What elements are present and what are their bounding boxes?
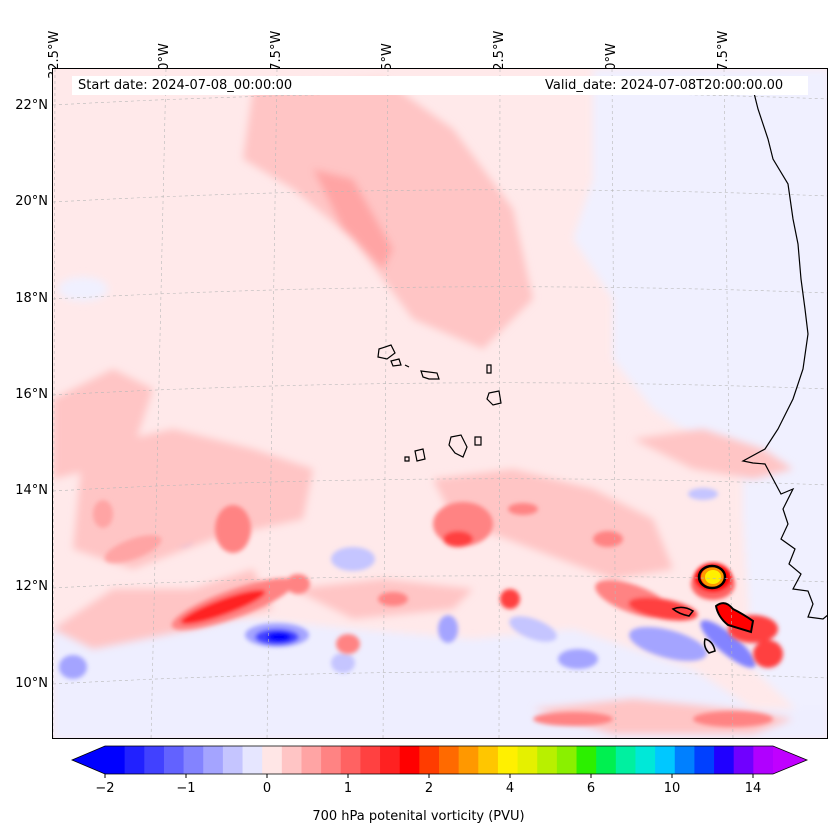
start-date-text: Start date: 2024-07-08_00:00:00 (78, 78, 293, 93)
date-banner (72, 76, 808, 95)
colorbar-tick-label: 4 (505, 781, 515, 796)
pv-map (52, 68, 828, 739)
colorbar-segment (714, 746, 735, 774)
colorbar-tick-label: −1 (176, 781, 196, 796)
colorbar-segment (733, 746, 754, 774)
lat-label: 22°N (15, 98, 48, 113)
colorbar-segment (399, 746, 420, 774)
colorbar-segment (439, 746, 460, 774)
colorbar-segment (478, 746, 499, 774)
valid-date-text: Valid_date: 2024-07-08T20:00:00.00 (545, 78, 784, 93)
colorbar-segment (674, 746, 695, 774)
colorbar-segment (281, 746, 302, 774)
colorbar-segment (360, 746, 381, 774)
colorbar-segment (242, 746, 263, 774)
colorbar-segment (694, 746, 715, 774)
colorbar-tick-label: −2 (95, 781, 115, 796)
colorbar-segment (635, 746, 656, 774)
colorbar-segment (596, 746, 617, 774)
colorbar-segment (183, 746, 204, 774)
colorbar-segment (124, 746, 145, 774)
colorbar-segment (497, 746, 519, 774)
colorbar-tick-label: 0 (262, 781, 272, 796)
lat-label: 10°N (15, 676, 48, 691)
colorbar-over-arrow (773, 746, 807, 774)
strong-negative-pv (59, 488, 756, 679)
pv-field-plot (53, 69, 827, 738)
colorbar-segment (340, 746, 361, 774)
colorbar-tick-label: 14 (744, 781, 762, 796)
colorbar-segment (105, 746, 126, 774)
intense-pv-core (671, 563, 755, 654)
colorbar-tick-label: 2 (424, 781, 434, 796)
colorbar-segment (537, 746, 558, 774)
lat-label: 20°N (15, 194, 48, 209)
colorbar-segment (144, 746, 165, 774)
colorbar-segment (517, 746, 538, 774)
colorbar-segment (419, 746, 440, 774)
colorbar-segment (222, 746, 244, 774)
colorbar-segment (380, 746, 401, 774)
lat-label: 14°N (15, 483, 48, 498)
moderate-positive-pv (93, 500, 783, 727)
colorbar-segment (163, 746, 185, 774)
colorbar (70, 745, 809, 778)
weak-positive-pv (53, 79, 793, 734)
colorbar-segment (458, 746, 479, 774)
lat-label: 16°N (15, 387, 48, 402)
colorbar-segment (615, 746, 636, 774)
coastline (377, 88, 827, 620)
colorbar-under-arrow (72, 746, 105, 774)
graticule (53, 69, 827, 738)
lat-label: 12°N (15, 579, 48, 594)
colorbar-segment (655, 746, 676, 774)
colorbar-tick-label: 1 (343, 781, 353, 796)
colorbar-segment (753, 746, 774, 774)
colorbar-segment (262, 746, 283, 774)
colorbar-tick-label: 6 (586, 781, 596, 796)
colorbar-segment (576, 746, 597, 774)
colorbar-segment (556, 746, 578, 774)
lat-label: 18°N (15, 291, 48, 306)
colorbar-segment (301, 746, 322, 774)
colorbar-label: 700 hPa potenital vorticity (PVU) (312, 809, 525, 824)
colorbar-segment (321, 746, 342, 774)
colorbar-tick-label: 10 (663, 781, 681, 796)
colorbar-segment (203, 746, 224, 774)
